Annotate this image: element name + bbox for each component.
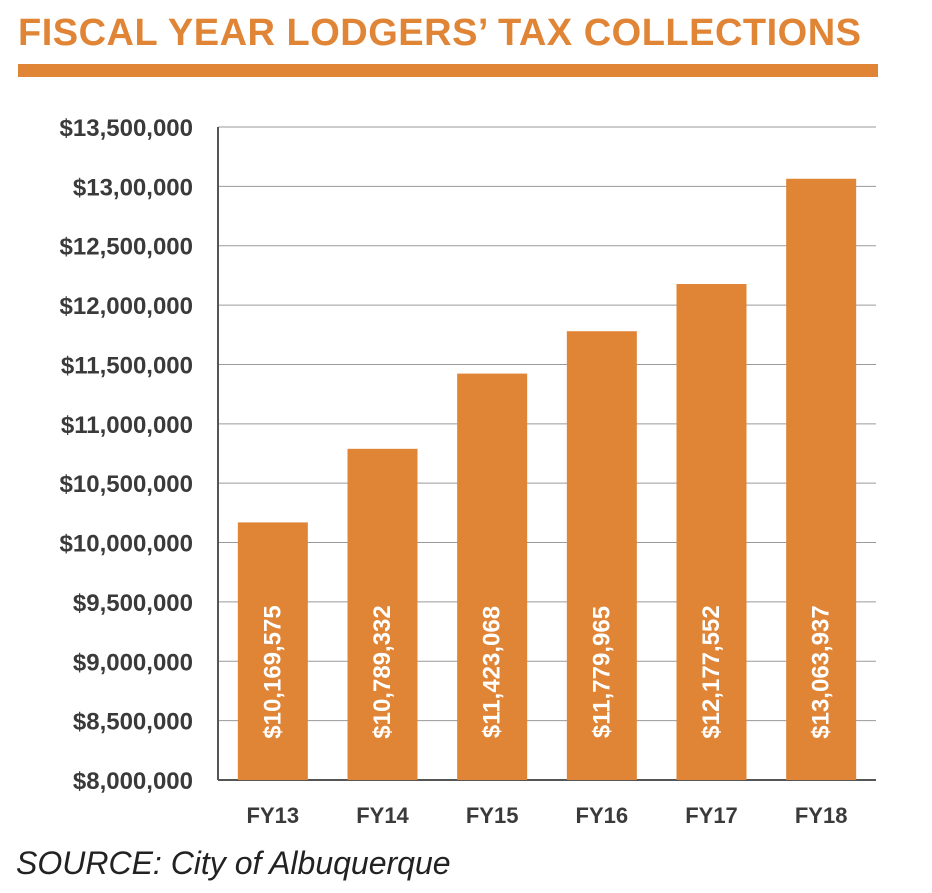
x-tick-label: FY17 bbox=[685, 803, 738, 828]
y-tick-label: $8,000,000 bbox=[73, 768, 193, 795]
bar-value-label: $10,789,332 bbox=[369, 605, 396, 738]
y-tick-label: $10,500,000 bbox=[60, 471, 193, 498]
y-tick-label: $13,00,000 bbox=[73, 174, 193, 201]
bar-fy17 bbox=[676, 284, 747, 780]
chart-title: FISCAL YEAR LODGERS’ TAX COLLECTIONS bbox=[18, 12, 862, 54]
x-tick-label: FY14 bbox=[356, 803, 409, 828]
y-tick-label: $9,500,000 bbox=[73, 590, 193, 617]
y-tick-label: $11,000,000 bbox=[61, 412, 193, 439]
bar-value-label: $11,423,068 bbox=[479, 606, 506, 738]
x-tick-label: FY16 bbox=[576, 803, 629, 828]
bar-fy15 bbox=[457, 373, 528, 780]
bar-value-label: $10,169,575 bbox=[259, 605, 286, 738]
bar-fy13 bbox=[237, 522, 308, 780]
y-tick-label: $8,500,000 bbox=[73, 709, 193, 736]
bar-value-label: $11,779,965 bbox=[588, 606, 615, 738]
title-underline bbox=[18, 64, 878, 77]
y-tick-label: $11,500,000 bbox=[61, 352, 193, 379]
bar-fy18 bbox=[786, 178, 857, 780]
bar-fy16 bbox=[566, 331, 637, 780]
y-tick-label: $12,000,000 bbox=[60, 293, 193, 320]
y-tick-label: $9,000,000 bbox=[73, 649, 193, 676]
y-tick-label: $13,500,000 bbox=[60, 115, 193, 142]
x-tick-label: FY18 bbox=[795, 803, 848, 828]
y-tick-label: $12,500,000 bbox=[60, 234, 193, 261]
x-tick-label: FY15 bbox=[466, 803, 519, 828]
bar-fy14 bbox=[347, 448, 418, 780]
y-tick-label: $10,000,000 bbox=[60, 531, 193, 558]
bar-value-label: $12,177,552 bbox=[698, 605, 725, 738]
source-note: SOURCE: City of Albuquerque bbox=[16, 845, 451, 881]
x-tick-label: FY13 bbox=[247, 803, 300, 828]
bar-value-label: $13,063,937 bbox=[808, 605, 835, 738]
